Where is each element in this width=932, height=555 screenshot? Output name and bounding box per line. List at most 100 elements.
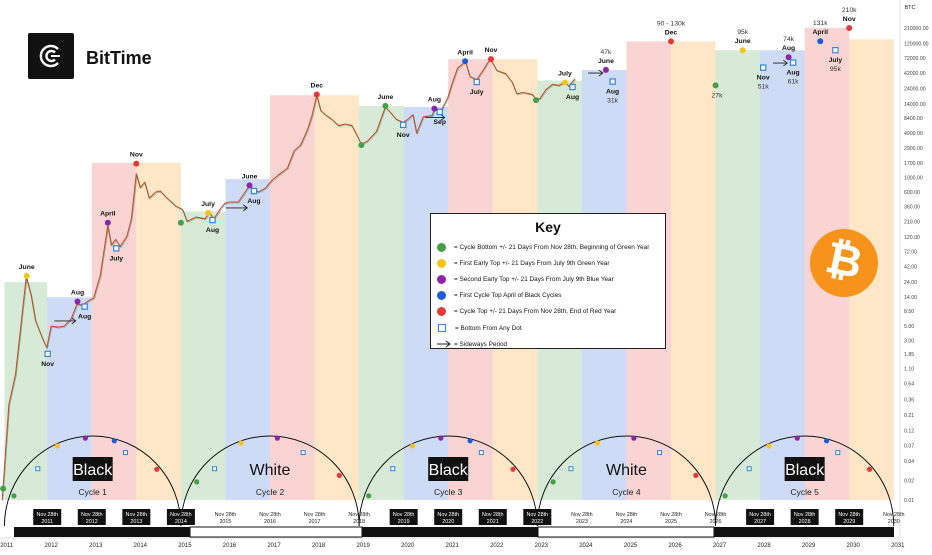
- annotation-label: Aug: [428, 97, 441, 104]
- nov28-year: 2028: [799, 519, 811, 525]
- key-dot-icon: [437, 258, 446, 268]
- cycle-dot: [74, 298, 81, 305]
- cycle-label: Cycle 4: [612, 487, 641, 497]
- key-label: = Cycle Bottom +/- 21 Days From Nov 28th…: [454, 243, 650, 251]
- y-tick-label: 1700.00: [904, 161, 923, 167]
- cycle-dot: [313, 91, 320, 98]
- nov28-label: Nov 28th: [170, 512, 192, 518]
- x-tick-label: 2027: [713, 543, 727, 549]
- y-axis-title: BTC: [905, 5, 916, 11]
- cycle-arc: [3, 435, 182, 527]
- key-dot-icon: [437, 274, 446, 284]
- timeline-black: [362, 527, 538, 537]
- nov28-label: Nov 28th: [437, 512, 459, 518]
- arrow-head: [71, 317, 77, 325]
- x-tick-label: 2023: [535, 543, 549, 549]
- annotation-label: Nov: [485, 47, 498, 54]
- y-tick-label: 0.12: [904, 428, 914, 434]
- x-tick-label: 2015: [178, 543, 192, 549]
- annotation-label: 51k: [758, 84, 770, 91]
- timeline-black: [14, 527, 190, 537]
- annotation-label: 47k: [600, 49, 612, 56]
- arc-square: [746, 466, 752, 472]
- key-row: = Sideways Period: [437, 337, 507, 351]
- nov28-year: 2022: [531, 519, 543, 525]
- annotation-label: July: [558, 70, 572, 77]
- bittime-logo: [28, 33, 74, 79]
- arc-square: [35, 466, 41, 472]
- bottom-marker: [609, 78, 616, 85]
- x-tick-label: 2031: [891, 543, 905, 549]
- nov28-label: Nov 28th: [616, 512, 638, 518]
- arc-dot: [766, 443, 772, 449]
- y-tick-label: 210000.00: [904, 26, 929, 32]
- nov28-year: 2027: [754, 519, 766, 525]
- arc-square: [568, 466, 574, 472]
- annotation-label: Aug: [566, 94, 579, 101]
- cycle-dot: [739, 47, 746, 54]
- key-label: = Sideways Period: [454, 340, 508, 348]
- bottom-marker: [473, 78, 480, 86]
- annotation-label: July: [109, 255, 123, 262]
- key-row: = First Cycle Top April of Black Cycles: [437, 289, 561, 303]
- bittime-logo-icon: [39, 44, 60, 68]
- y-tick-label: 8.50: [904, 309, 914, 315]
- nov28-label: Nov 28th: [259, 512, 281, 518]
- cycle-label: Cycle 1: [79, 487, 108, 497]
- cycle-dot: [133, 160, 140, 167]
- cycle-band: [359, 105, 404, 500]
- y-tick-label: 120000.00: [904, 42, 929, 48]
- nov28-year: 2021: [487, 519, 499, 525]
- y-tick-label: 14.00: [904, 295, 917, 301]
- bottom-marker: [209, 216, 216, 224]
- y-tick-label: 360.00: [904, 204, 920, 210]
- cycle-band: [314, 95, 360, 500]
- key-title: Key: [535, 219, 561, 235]
- cycle-dot: [561, 79, 568, 86]
- cycle-theme: Black: [785, 462, 825, 479]
- y-tick-label: 1000.00: [904, 176, 923, 182]
- arc-dot: [366, 493, 372, 499]
- annotation-label: June: [242, 173, 258, 180]
- annotation-label: Nov: [41, 361, 54, 368]
- annotation-label: Aug: [782, 45, 795, 52]
- annotation-label: Sep: [434, 119, 446, 126]
- cycle-dot: [431, 105, 438, 112]
- key-label: = Bottom From Any Dot: [455, 324, 522, 332]
- cycle-band: [180, 211, 226, 500]
- timeline-white: [537, 526, 715, 538]
- y-tick-label: 0.02: [904, 479, 914, 485]
- arc-dot: [409, 443, 416, 449]
- cycle-dot: [23, 272, 30, 279]
- x-tick-label: 2012: [45, 543, 59, 549]
- cycle-band: [136, 162, 181, 500]
- annotation-label: June: [19, 264, 35, 271]
- annotation-label: Dec: [665, 29, 678, 36]
- arrow-head: [783, 59, 789, 67]
- annotation-label: July: [829, 57, 843, 64]
- annotation-label: Aug: [71, 290, 84, 297]
- x-tick-label: 2024: [579, 543, 593, 549]
- bottom-marker: [569, 83, 576, 91]
- x-tick-label: 2014: [134, 543, 148, 549]
- cycle-dot: [0, 485, 7, 492]
- arc-dot: [194, 479, 200, 485]
- timeline-black: [714, 527, 894, 537]
- cycle-band: [270, 95, 315, 500]
- nov28-label: Nov 28th: [348, 512, 370, 518]
- annotation-label: June: [377, 94, 393, 101]
- x-tick-label: 2019: [356, 543, 370, 549]
- arc-dot: [631, 435, 637, 441]
- arc-dot: [11, 493, 17, 499]
- y-tick-label: 14000.00: [904, 102, 926, 108]
- nov28-year: 2026: [710, 519, 722, 525]
- nov28-year: 2025: [665, 519, 677, 525]
- y-tick-label: 3.00: [904, 338, 914, 344]
- nov28-badge: [166, 509, 195, 525]
- brand-name: BitTime: [86, 48, 152, 68]
- price-line: [1, 59, 576, 501]
- arc-square: [300, 450, 306, 456]
- bottom-marker: [832, 47, 839, 54]
- annotation-label: 61k: [788, 79, 800, 86]
